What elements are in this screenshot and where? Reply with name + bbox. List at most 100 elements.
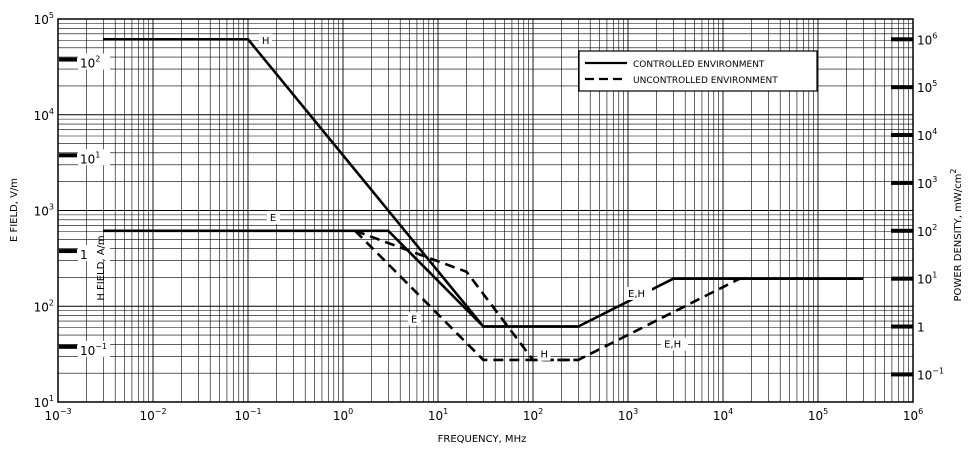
p-tick-label: 101 [917, 271, 937, 287]
h-tick-label: 101 [80, 150, 100, 166]
x-tick-label-exp: −2 [155, 407, 167, 416]
p-tick-mark [891, 276, 913, 281]
p-tick-label: 105 [917, 79, 937, 95]
tick-labels: 10−3 10−2 10−1 100 101 102 103 104 105 1061011021… [34, 11, 944, 423]
p-tick-label-exp: 6 [932, 31, 937, 40]
curve-label-bg [661, 337, 689, 351]
curve-label-bg [537, 347, 551, 361]
p-tick-label-base: 10 [917, 33, 932, 47]
p-tick-label-base: 10 [917, 129, 932, 143]
y-left-tick-label-exp: 5 [49, 11, 54, 20]
h-tick-bg [78, 245, 110, 262]
h-tick-label-base: 10 [80, 57, 95, 71]
x-tick-label-base: 10 [713, 409, 728, 423]
p-tick-label-exp: −1 [932, 366, 944, 375]
y-axis-left-title: E FIELD, V/m [9, 178, 20, 242]
h-tick-mark [59, 153, 77, 158]
curve-label-bg [625, 286, 652, 300]
p-tick-label-base: 10 [917, 273, 932, 287]
x-tick-label: 106 [903, 407, 923, 423]
curve-label-bg [258, 33, 272, 47]
p-tick-label-base: 10 [917, 81, 932, 95]
p-tick-label: 1 [917, 321, 925, 335]
series-solid-e-line [103, 229, 579, 328]
x-tick-label: 10−1 [234, 407, 261, 423]
curve-label-bg [408, 312, 422, 326]
x-tick-label-base: 10 [523, 409, 538, 423]
h-tick-label-exp: 1 [95, 150, 100, 159]
h-tick-label: 102 [80, 55, 100, 71]
y-left-tick-label: 101 [34, 394, 54, 410]
x-tick-label-exp: 5 [823, 407, 828, 416]
y-left-tick-label-base: 10 [34, 13, 49, 27]
p-tick-label: 10−1 [917, 366, 944, 382]
x-tick-label-exp: −3 [60, 407, 72, 416]
x-tick-label: 104 [713, 407, 733, 423]
y-left-tick-label-base: 10 [34, 109, 49, 123]
h-tick-label-exp: 2 [95, 55, 100, 64]
y-left-tick-label-base: 10 [34, 396, 49, 410]
x-tick-label-exp: 6 [918, 407, 923, 416]
x-tick-label: 103 [618, 407, 638, 423]
p-tick-label-exp: 2 [932, 223, 937, 232]
p-tick-label-base: 10 [917, 368, 932, 382]
legend: CONTROLLED ENVIRONMENT UNCONTROLLED ENVIR… [578, 50, 818, 92]
y-left-tick-label: 103 [34, 203, 54, 219]
p-tick-label-base: 10 [917, 177, 932, 191]
y-axis-right-title-sup: 2 [949, 169, 958, 174]
h-tick-mark [59, 344, 77, 349]
y-left-tick-label: 105 [34, 11, 54, 27]
x-tick-label-exp: 2 [538, 407, 543, 416]
curve-label: E [411, 314, 417, 325]
curve-label: H [262, 36, 270, 47]
y-left-tick-label-base: 10 [34, 300, 49, 314]
h-tick-label-base: 10 [80, 152, 95, 166]
p-tick-label: 106 [917, 31, 937, 47]
h-tick-bg [78, 53, 110, 70]
y-left-tick-label: 104 [34, 107, 54, 123]
p-tick-label: 102 [917, 223, 937, 239]
y-left-tick-label-exp: 4 [49, 107, 54, 116]
h-tick-label: 1 [80, 248, 88, 262]
x-tick-label: 10−3 [44, 407, 71, 423]
curve-label-bg [266, 210, 280, 224]
x-tick-label: 102 [523, 407, 543, 423]
legend-label: UNCONTROLLED ENVIRONMENT [633, 76, 778, 86]
y-left-tick-label: 102 [34, 298, 54, 314]
x-tick-label-base: 10 [618, 409, 633, 423]
x-tick-label-exp: −1 [250, 407, 262, 416]
p-tick-mark [891, 180, 913, 185]
x-tick-label: 101 [428, 407, 448, 423]
x-tick-label: 100 [333, 407, 353, 423]
curve-label: E,H [628, 289, 645, 300]
x-tick-label-base: 10 [234, 409, 249, 423]
y-left-tick-label-exp: 2 [49, 298, 54, 307]
p-tick-label-exp: 3 [932, 175, 937, 184]
p-tick-label-exp: 4 [932, 127, 937, 136]
h-tick-mark [59, 57, 77, 62]
x-axis-title: FREQUENCY, MHz [438, 434, 527, 445]
p-tick-mark [891, 37, 913, 42]
p-tick-mark [891, 133, 913, 138]
x-tick-label-exp: 4 [728, 407, 733, 416]
p-tick-label: 103 [917, 175, 937, 191]
h-tick-bg [78, 340, 110, 357]
h-tick-mark [59, 249, 77, 254]
x-tick-label-base: 10 [903, 409, 918, 423]
x-tick-label-base: 10 [44, 409, 59, 423]
y-axis-right-title-text: POWER DENSITY, mW/cm [953, 174, 964, 302]
x-tick-label-base: 10 [428, 409, 443, 423]
h-tick-label: 10−1 [80, 342, 107, 358]
curve-label: E,H [664, 340, 681, 351]
x-tick-label-base: 10 [139, 409, 154, 423]
p-tick-mark [891, 228, 913, 233]
legend-box [578, 50, 818, 92]
h-tick-label-base: 1 [80, 248, 88, 262]
y-axis-h-title: H FIELD, A/m [96, 235, 107, 300]
p-tick-mark [891, 372, 913, 377]
plot-frame [57, 18, 914, 403]
p-tick-label-exp: 5 [932, 79, 937, 88]
legend-label: CONTROLLED ENVIRONMENT [633, 60, 765, 70]
p-tick-label-base: 10 [917, 225, 932, 239]
